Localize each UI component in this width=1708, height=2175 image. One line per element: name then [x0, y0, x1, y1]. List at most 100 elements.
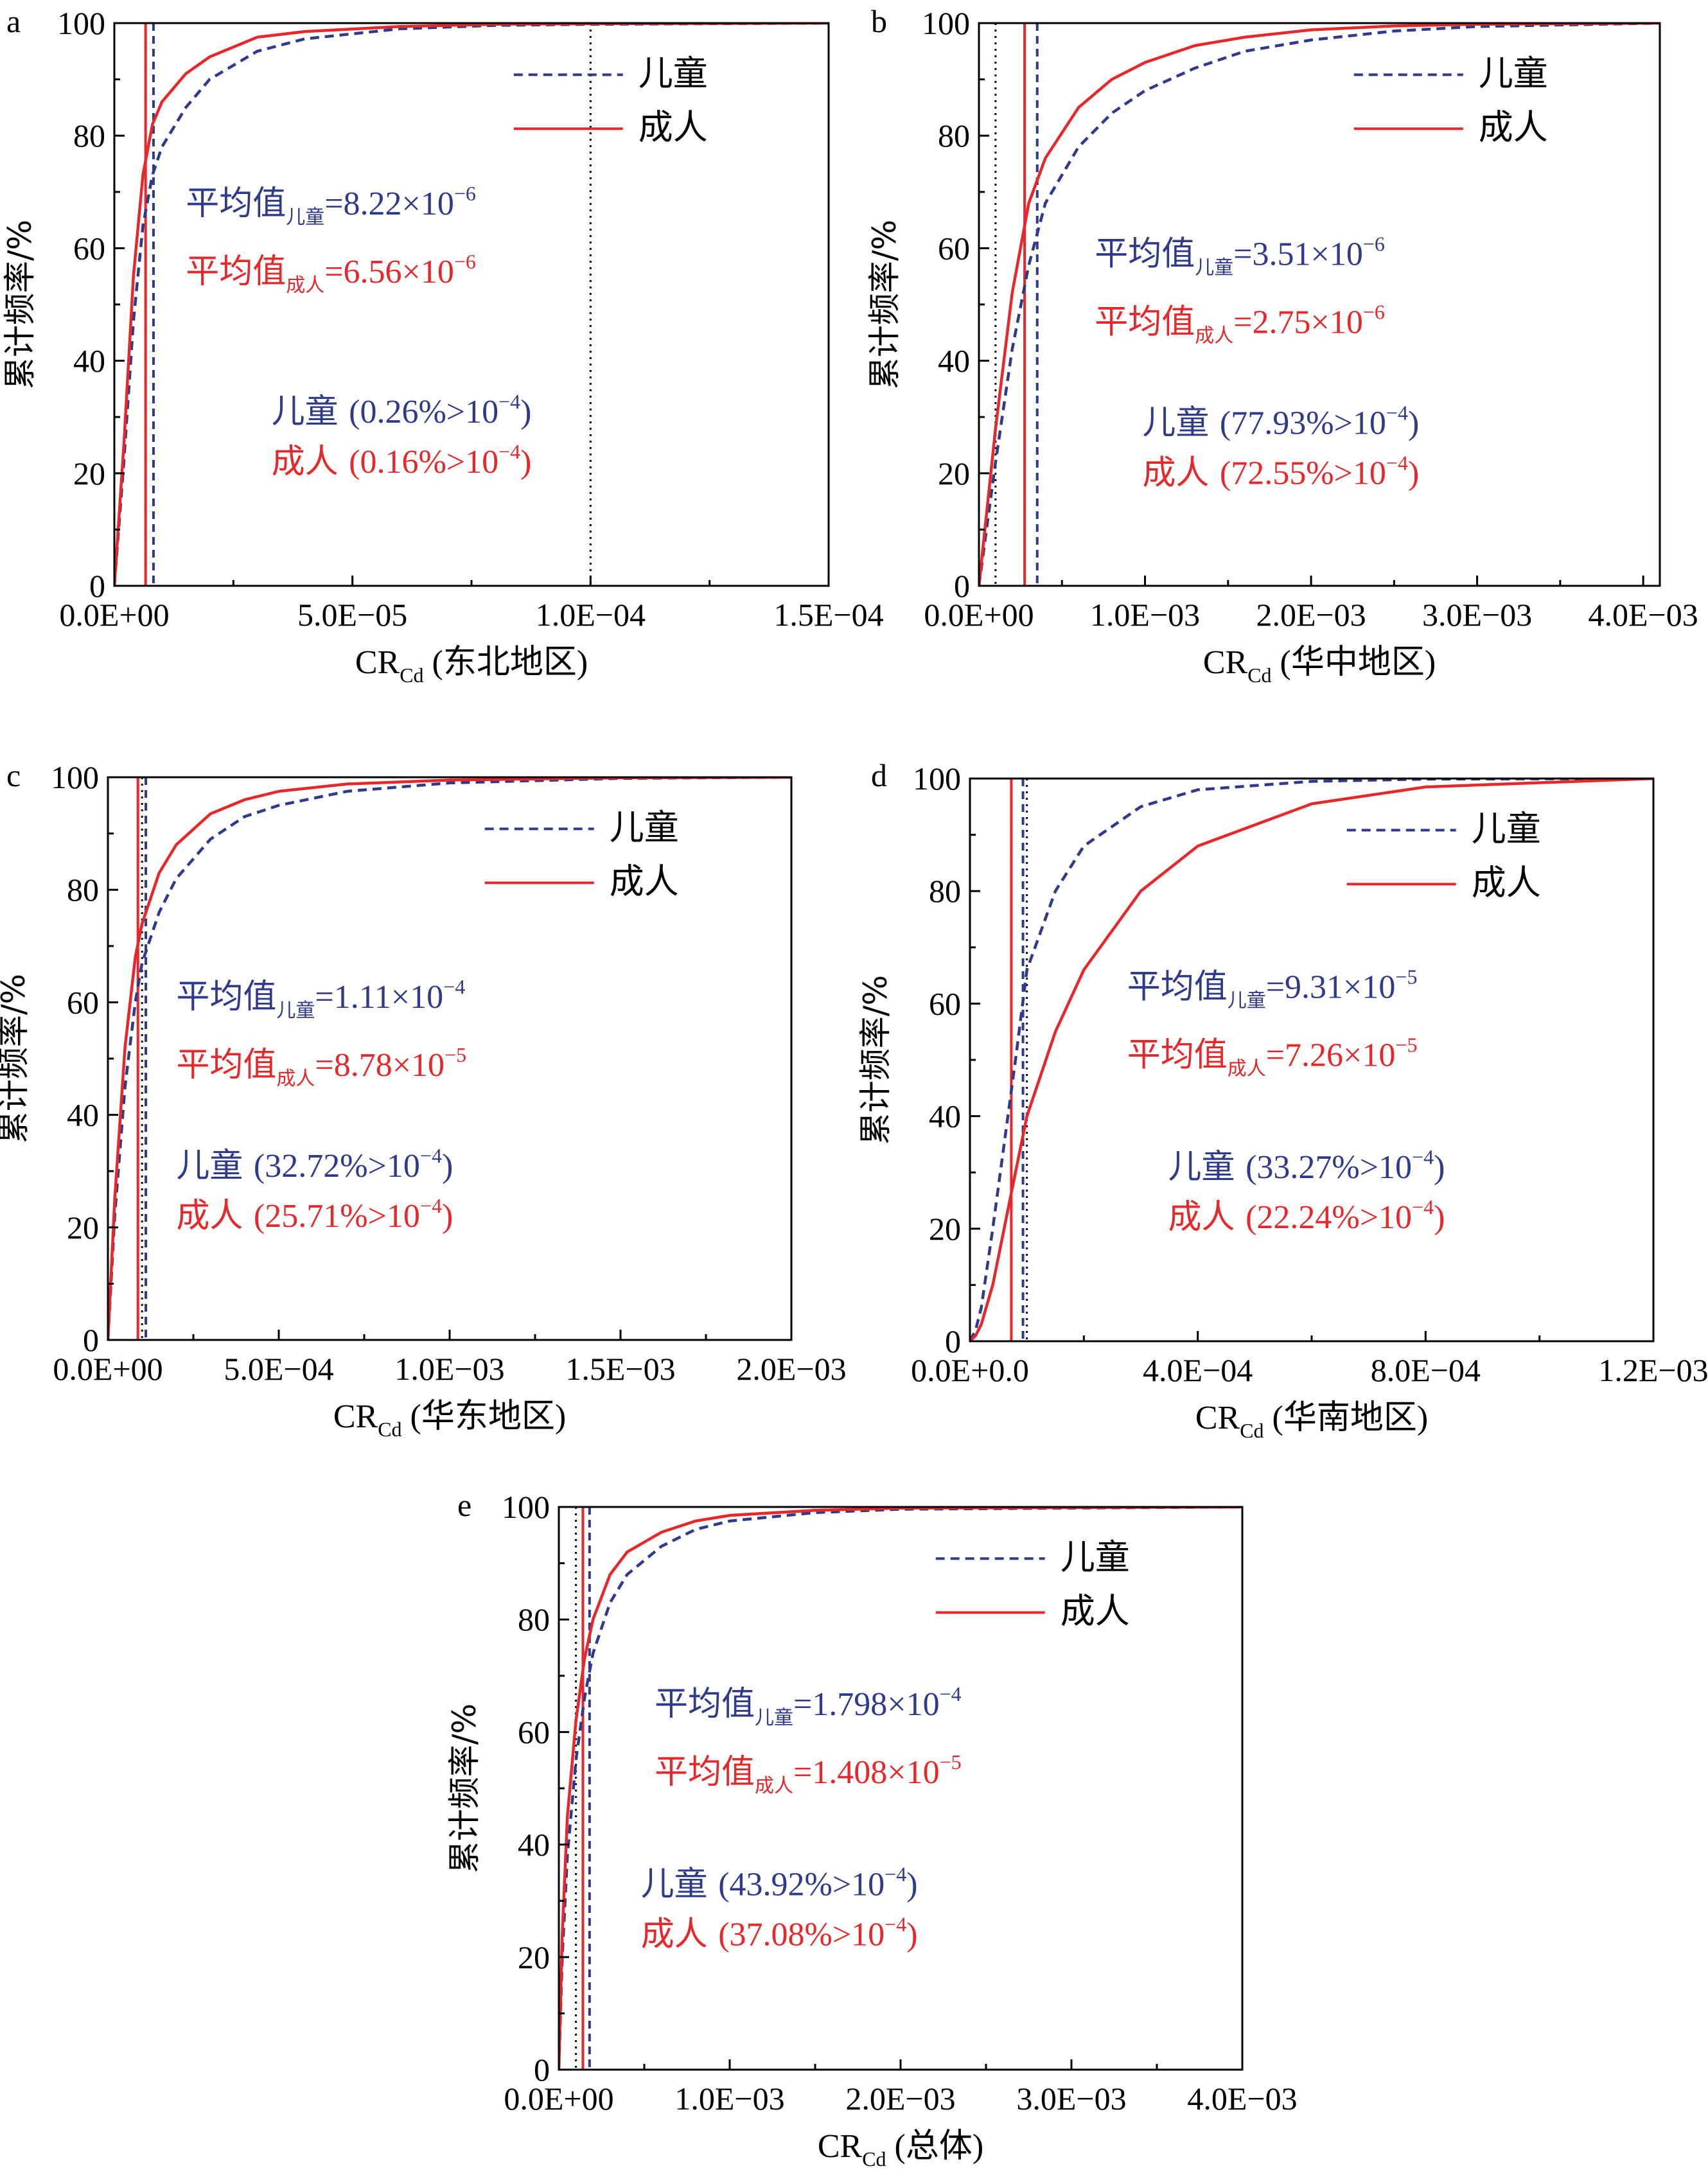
mean-annotation-children: 平均值儿童=3.51×10−6: [1095, 233, 1385, 279]
x-tick-label: 2.0E−03: [1256, 597, 1366, 633]
x-tick-label: 4.0E−03: [1187, 2081, 1297, 2117]
x-tick-label: 1.0E−03: [1090, 597, 1200, 633]
y-tick-label: 80: [67, 872, 99, 908]
y-tick-label: 20: [67, 1210, 99, 1246]
x-tick-label: 3.0E−03: [1016, 2081, 1126, 2117]
x-axis-label: CRCd (华中地区): [1203, 644, 1436, 687]
y-tick-label: 60: [518, 1714, 550, 1750]
y-axis-label: 累计频率/%: [857, 975, 894, 1145]
y-tick-label: 20: [938, 455, 970, 491]
exceed-annotation-children: 儿童 (33.27%>10−4): [1168, 1145, 1445, 1186]
x-tick-label: 0.0E+00: [53, 1351, 163, 1387]
x-axis-label: CRCd (东北地区): [355, 644, 588, 687]
series-line-children: [970, 779, 1653, 1341]
y-tick-label: 0: [954, 568, 970, 604]
y-tick-label: 60: [929, 985, 961, 1021]
y-tick-label: 0: [534, 2052, 550, 2088]
y-axis-label: 累计频率/%: [0, 974, 32, 1143]
panel-label: e: [457, 1487, 471, 1523]
exceed-annotation-adults: 成人 (0.16%>10−4): [272, 440, 532, 481]
legend-label-adults: 成人: [610, 861, 679, 901]
panel-label: a: [6, 3, 21, 39]
y-tick-label: 60: [938, 230, 970, 266]
series-line-children: [979, 23, 1660, 586]
y-tick-label: 60: [67, 984, 99, 1020]
x-tick-label: 1.0E−04: [536, 597, 646, 633]
x-tick-label: 1.5E−04: [773, 597, 883, 633]
series-line-children: [559, 1507, 1242, 2070]
panel-e: e 0 20 40 60 80 100 0.0E+00 1.0E−03 2.0E−03 3.0E−0…: [446, 1487, 1298, 2171]
y-tick-label: 80: [518, 1601, 550, 1637]
y-tick-label: 20: [73, 455, 105, 491]
exceed-annotation-adults: 成人 (72.55%>10−4): [1142, 451, 1419, 492]
legend-label-adults: 成人: [1479, 107, 1548, 147]
y-tick-label: 100: [502, 1489, 550, 1525]
y-tick-label: 100: [922, 5, 970, 41]
mean-annotation-children: 平均值儿童=1.798×10−4: [655, 1682, 962, 1729]
y-tick-label: 80: [938, 118, 970, 154]
exceed-annotation-children: 儿童 (0.26%>10−4): [272, 390, 532, 431]
mean-annotation-children: 平均值儿童=9.31×10−5: [1127, 965, 1418, 1012]
series-line-children: [108, 777, 791, 1340]
legend-label-children: 儿童: [610, 807, 679, 847]
legend-label-children: 儿童: [1472, 808, 1541, 849]
x-axis-label: CRCd (华南地区): [1195, 1400, 1428, 1442]
y-tick-label: 60: [73, 230, 105, 266]
y-tick-label: 80: [929, 873, 961, 909]
x-tick-label: 0.0E+00: [59, 597, 169, 633]
mean-annotation-children: 平均值儿童=8.22×10−6: [186, 182, 476, 229]
panel-label: c: [6, 757, 21, 793]
y-axis-label: 累计频率/%: [1, 220, 39, 389]
mean-annotation-adults: 平均值成人=6.56×10−6: [186, 250, 476, 297]
x-tick-label: 1.0E−03: [674, 2081, 784, 2117]
series-line-adults: [114, 23, 829, 586]
x-tick-label: 0.0E+00: [504, 2081, 613, 2117]
panel-a: a 0 20 40 60 80 100 0.0E+00 5.0E−05 1.0E−04 1.5E−0…: [1, 3, 884, 687]
x-tick-label: 0.0E+00: [924, 597, 1034, 633]
y-axis-label: 累计频率/%: [866, 220, 903, 389]
x-tick-label: 3.0E−03: [1422, 597, 1532, 633]
y-tick-label: 100: [913, 761, 961, 797]
x-tick-label: 4.0E−03: [1589, 597, 1698, 633]
panel-label: b: [871, 3, 887, 39]
y-tick-label: 0: [89, 568, 105, 604]
y-tick-label: 80: [73, 118, 105, 154]
exceed-annotation-children: 儿童 (43.92%>10−4): [641, 1862, 918, 1903]
legend-label-children: 儿童: [1061, 1537, 1130, 1577]
legend-label-adults: 成人: [1061, 1590, 1130, 1631]
exceed-annotation-adults: 成人 (37.08%>10−4): [641, 1912, 918, 1953]
series-line-adults: [970, 779, 1653, 1341]
panel-c: c 0 20 40 60 80 100 0.0E+00 5.0E−04 1.0E−03 1.5E−0…: [0, 757, 847, 1441]
series-line-adults: [559, 1507, 1242, 2070]
y-tick-label: 40: [73, 343, 105, 379]
x-axis-label: CRCd (华东地区): [333, 1398, 566, 1441]
legend-label-adults: 成人: [638, 107, 708, 147]
y-tick-label: 40: [938, 343, 970, 379]
x-tick-label: 0.0E+0.0: [911, 1352, 1029, 1388]
x-tick-label: 2.0E−03: [736, 1351, 846, 1387]
y-tick-label: 20: [518, 1939, 550, 1975]
x-tick-label: 5.0E−05: [297, 597, 407, 633]
y-tick-label: 100: [57, 5, 105, 41]
y-tick-label: 40: [929, 1098, 961, 1134]
y-axis-label: 累计频率/%: [446, 1704, 483, 1873]
legend-label-children: 儿童: [638, 53, 708, 93]
panel-d: d 0 20 40 60 80 100 0.0E+0.0 4.0E−04 8.0E−04 1.2E−…: [857, 757, 1708, 1442]
x-axis-label: CRCd (总体): [818, 2128, 983, 2171]
x-tick-label: 4.0E−04: [1143, 1352, 1253, 1388]
y-tick-label: 40: [67, 1097, 99, 1133]
x-tick-label: 1.2E−03: [1598, 1352, 1708, 1388]
plot-frame: [113, 22, 830, 587]
mean-annotation-adults: 平均值成人=1.408×10−5: [655, 1750, 962, 1797]
y-tick-label: 100: [51, 759, 99, 795]
exceed-annotation-adults: 成人 (22.24%>10−4): [1168, 1195, 1445, 1237]
x-tick-label: 1.0E−03: [394, 1351, 504, 1387]
y-tick-label: 20: [929, 1211, 961, 1247]
exceed-annotation-children: 儿童 (32.72%>10−4): [176, 1144, 453, 1185]
series-line-adults: [979, 23, 1660, 586]
legend-label-children: 儿童: [1479, 53, 1548, 93]
mean-annotation-adults: 平均值成人=2.75×10−6: [1095, 301, 1385, 348]
legend-label-adults: 成人: [1472, 862, 1541, 903]
exceed-annotation-children: 儿童 (77.93%>10−4): [1142, 401, 1419, 442]
